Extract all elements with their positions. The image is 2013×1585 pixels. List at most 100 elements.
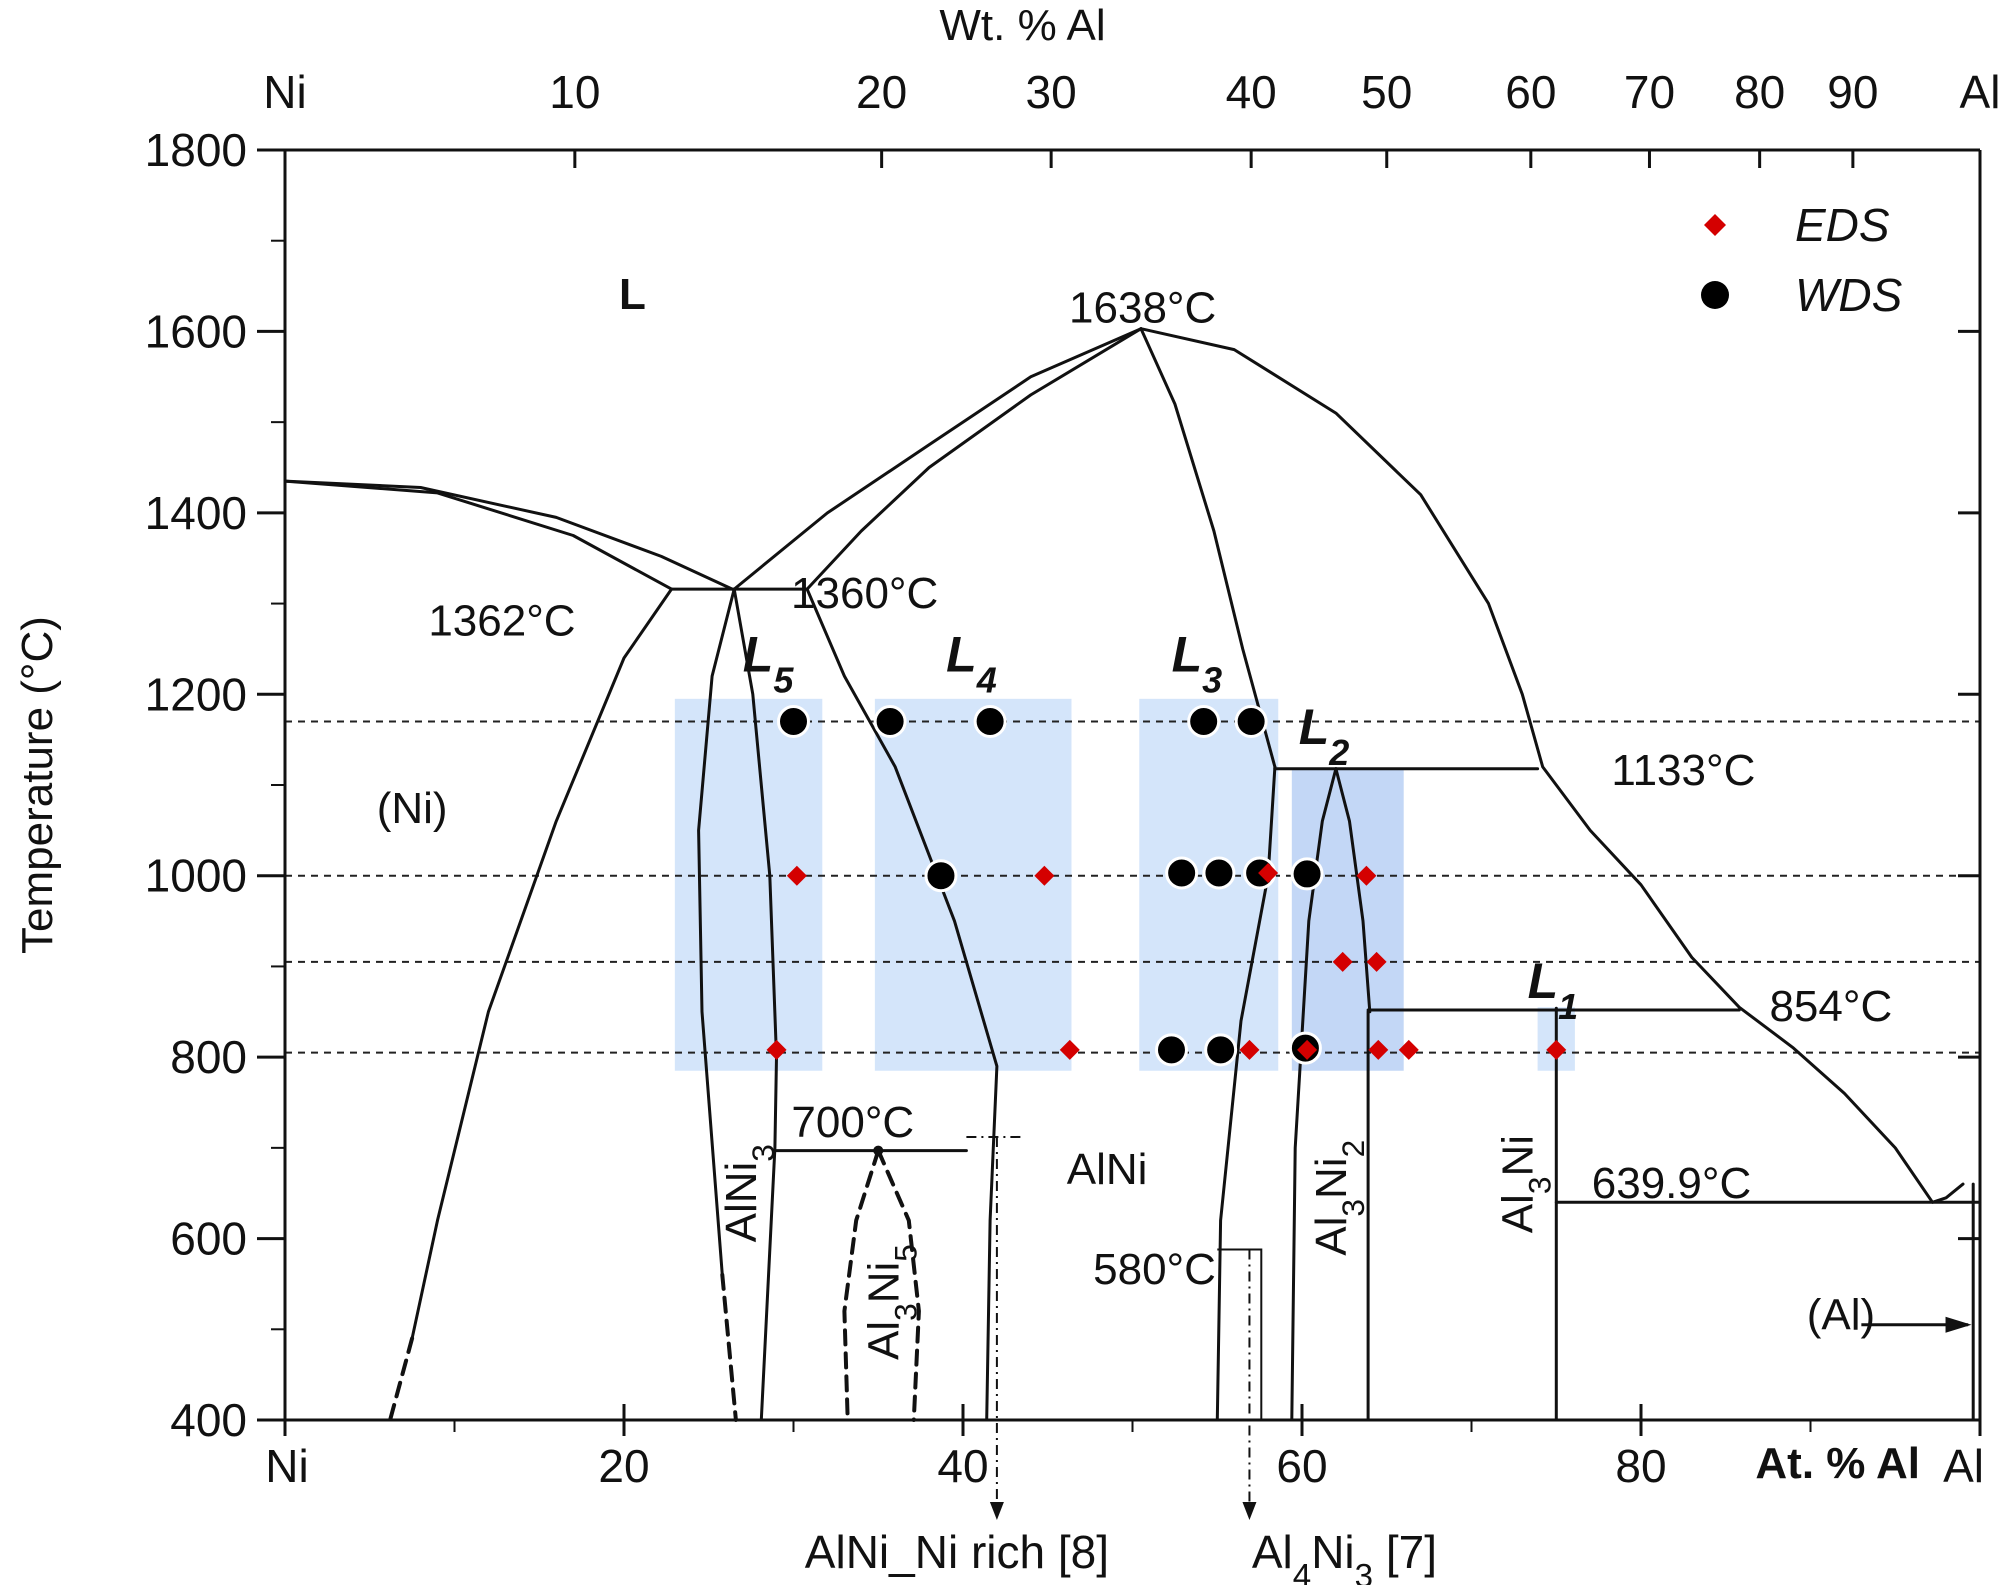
wds-point-4	[1187, 705, 1221, 738]
x-top-tick-label-40: 40	[1226, 66, 1277, 118]
boundary-alni-liquidus-left	[732, 327, 1143, 591]
x-top-tick-label-60: 60	[1505, 66, 1556, 118]
region-label-0: L	[619, 270, 646, 319]
y-tick-label-800: 800	[170, 1031, 247, 1083]
temperature-label-5: 700°C	[791, 1098, 914, 1147]
dashed-isotherms	[285, 720, 1980, 1054]
reference-arrow-head-2	[1242, 1502, 1257, 1520]
wds-point-3	[973, 705, 1007, 738]
boundary-580	[1217, 1248, 1263, 1420]
eds-point-12	[1398, 1039, 1419, 1060]
x-top-tick-label-20: 20	[856, 66, 907, 118]
y-tick-label-1000: 1000	[145, 850, 247, 902]
x-top-tick-label-90: 90	[1827, 66, 1878, 118]
wds-point-8	[1202, 856, 1236, 890]
legend-label-eds: EDS	[1795, 199, 1890, 251]
phase-label-0: AlNi3	[717, 1144, 781, 1242]
boundary-ni-solvus-dashed	[388, 1336, 415, 1422]
phase-label-3: Al3Ni	[1494, 1135, 1558, 1233]
eds-point-13	[1546, 1039, 1567, 1060]
temperature-label-0: 1638°C	[1069, 283, 1216, 332]
wds-point-2	[873, 705, 907, 738]
highlight-box-1	[674, 698, 823, 1071]
eds-point-7	[766, 1039, 787, 1060]
y-tick-label-600: 600	[170, 1213, 247, 1265]
chart-text: 400 600 800 1000 1200 1400 1600 1800 Temperature…	[13, 1, 2000, 1585]
x-top-axis-title: Wt. % Al	[939, 1, 1105, 50]
highlight-box-2	[874, 698, 1072, 1071]
al-arrow-head	[1945, 1316, 1972, 1333]
series-label-L2: L2	[1299, 699, 1350, 773]
boundary-alni3-left-dashed	[720, 1272, 738, 1422]
boundary-al3ni5-dome-right	[876, 1148, 921, 1422]
temperature-label-7: 580°C	[1093, 1245, 1216, 1294]
boundary-alni3-right	[732, 587, 778, 1422]
eds-point-2	[1034, 865, 1055, 886]
region-label-3: (Al)	[1807, 1290, 1875, 1339]
boundary-ni-solvus	[410, 587, 673, 1340]
x-top-tick-label-Al: Al	[1960, 66, 2001, 118]
series-label-L1: L1	[1528, 953, 1579, 1027]
highlight-boxes	[674, 698, 1575, 1071]
region-label-2: AlNi	[1067, 1145, 1148, 1194]
eds-point-8	[1059, 1039, 1080, 1060]
x-bottom-tick-label-20: 20	[598, 1440, 649, 1492]
phase-label-2: Al3Ni2	[1307, 1140, 1371, 1256]
temperature-label-1: 1362°C	[428, 596, 575, 645]
x-top-tick-label-70: 70	[1624, 66, 1675, 118]
x-top-tick-label-30: 30	[1026, 66, 1077, 118]
x-top-tick-label-80: 80	[1734, 66, 1785, 118]
wds-point-6	[924, 859, 958, 893]
y-tick-label-1800: 1800	[145, 124, 247, 176]
series-label-L5: L5	[743, 627, 795, 701]
x-bottom-tick-label-Ni: Ni	[265, 1440, 308, 1492]
wds-point-1	[777, 705, 810, 738]
eds-point-4	[1356, 865, 1377, 886]
boundary-ni-solidus	[283, 479, 673, 591]
series-label-L3: L3	[1172, 627, 1223, 701]
wds-point-5	[1234, 705, 1268, 738]
reference-label-2: Al4Ni3 [7]	[1252, 1526, 1437, 1585]
boundary-alni-liquidus-right	[1139, 327, 1965, 1204]
legend-label-wds: WDS	[1795, 269, 1903, 321]
eds-point-3	[1258, 862, 1279, 883]
boundary-al3ni2-right	[1334, 767, 1372, 1014]
eds-point-6	[1366, 951, 1387, 972]
boundary-alni3-left	[697, 587, 736, 1277]
phase-label-1: Al3Ni5	[860, 1244, 924, 1360]
x-bottom-tick-label-80: 80	[1615, 1440, 1666, 1492]
x-bottom-tick-label-60: 60	[1276, 1440, 1327, 1492]
series-label-L4: L4	[946, 627, 997, 701]
eds-point-9	[1239, 1039, 1260, 1060]
boundary-al3ni5-dome-left	[842, 1148, 881, 1422]
phase-boundaries	[283, 327, 1982, 1520]
eds-point-1	[786, 865, 807, 886]
boundary-ni-liquidus	[283, 479, 736, 592]
legend-marker-wds	[1701, 281, 1729, 309]
wds-point-12	[1204, 1033, 1238, 1067]
reference-label-1: AlNi_Ni rich [8]	[805, 1526, 1109, 1578]
eds-point-11	[1368, 1039, 1389, 1060]
data-points	[766, 214, 1729, 1067]
y-tick-label-1200: 1200	[145, 668, 247, 720]
legend-marker-eds	[1704, 214, 1726, 236]
boundary-al3ni2-left	[1290, 767, 1338, 1422]
x-bottom-tick-label-Al: Al	[1943, 1440, 1984, 1492]
boundary-alni-liquidus-left-2	[805, 327, 1143, 591]
region-label-1: (Ni)	[377, 784, 448, 833]
eds-point-5	[1332, 951, 1353, 972]
eds-point-10	[1297, 1039, 1318, 1060]
wds-point-7	[1165, 856, 1199, 890]
x-top-tick-label-50: 50	[1361, 66, 1412, 118]
x-bottom-axis-title: At. % Al	[1755, 1439, 1920, 1488]
y-tick-label-1600: 1600	[145, 305, 247, 357]
temperature-label-3: 1133°C	[1611, 746, 1755, 795]
x-top-tick-label-Ni: Ni	[263, 66, 306, 118]
temperature-label-2: 1360°C	[791, 569, 938, 618]
x-bottom-tick-label-40: 40	[937, 1440, 988, 1492]
axis-ticks	[257, 148, 1982, 1436]
reference-arrow-head-1	[989, 1502, 1004, 1520]
y-tick-label-1400: 1400	[145, 487, 247, 539]
boundary-alni-left	[805, 587, 999, 1422]
